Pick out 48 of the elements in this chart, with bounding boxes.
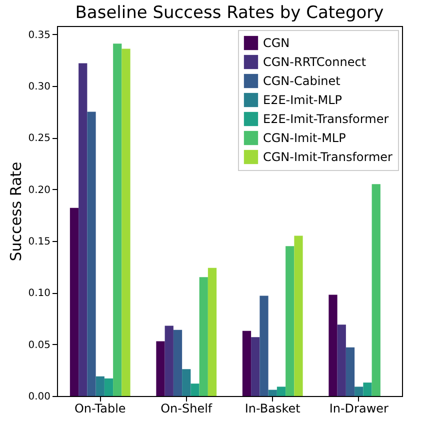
legend-label: E2E-Imit-Transformer <box>263 112 389 126</box>
bar <box>156 341 165 396</box>
bar <box>372 184 380 396</box>
y-tick-label: 0.30 <box>28 81 50 92</box>
bar <box>70 208 79 396</box>
bar <box>286 246 294 396</box>
bar <box>363 382 372 396</box>
bar <box>96 376 104 396</box>
y-axis-title: Success Rate <box>7 162 26 262</box>
bar <box>208 268 217 396</box>
bar <box>199 277 208 396</box>
y-tick-label: 0.25 <box>28 133 50 144</box>
y-tick-label: 0.05 <box>28 340 50 351</box>
bar <box>242 330 252 396</box>
bar <box>87 112 96 396</box>
x-tick-label: On-Shelf <box>160 402 213 416</box>
x-tick-label: On-Table <box>74 402 126 416</box>
y-tick-label: 0.00 <box>28 392 50 402</box>
bar <box>337 324 346 396</box>
bar <box>164 326 174 396</box>
y-tick-label: 0.35 <box>28 30 50 41</box>
bar <box>354 386 364 396</box>
legend-label: CGN-RRTConnect <box>263 55 366 69</box>
legend-label: E2E-Imit-MLP <box>263 93 342 107</box>
x-tick-label: In-Drawer <box>329 402 389 416</box>
bar <box>276 386 286 396</box>
bar <box>190 384 200 396</box>
legend-label: CGN-Cabinet <box>263 74 341 88</box>
legend-label: CGN <box>263 36 290 50</box>
bar <box>346 347 355 396</box>
y-tick-label: 0.10 <box>28 288 50 300</box>
bar <box>251 337 260 396</box>
x-tick-label: In-Basket <box>244 402 301 416</box>
bar <box>294 236 303 396</box>
y-tick-label: 0.15 <box>28 236 50 248</box>
bar <box>78 63 88 396</box>
legend-label: CGN-Imit-MLP <box>263 131 346 145</box>
bar <box>268 390 277 396</box>
bar <box>104 378 114 396</box>
bar <box>328 294 338 396</box>
legend-label: CGN-Imit-Transformer <box>263 150 393 164</box>
bar <box>173 330 182 396</box>
bar <box>122 48 130 396</box>
bar <box>113 44 122 396</box>
chart-title: Baseline Success Rates by Category <box>75 3 384 23</box>
bar <box>260 296 268 396</box>
y-tick-label: 0.20 <box>28 184 50 196</box>
bar <box>182 369 191 396</box>
